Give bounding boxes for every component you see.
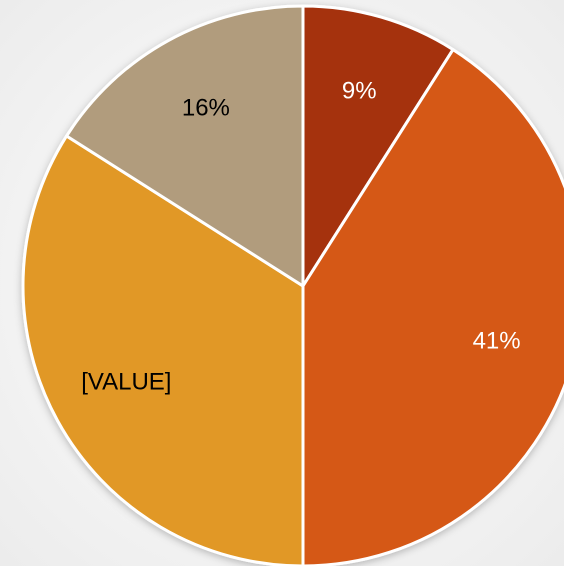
pie-slice (301, 48, 564, 566)
labels: 9% 41% [VALUE] 16% (81, 78, 520, 396)
pie (21, 4, 564, 566)
data-label: 41% (473, 328, 521, 355)
data-label: 16% (182, 95, 230, 122)
pie-slice (65, 4, 305, 288)
pie-slice (301, 4, 455, 288)
pie-slice (21, 134, 305, 566)
data-label: 9% (342, 78, 377, 105)
data-label: [VALUE] (81, 368, 171, 395)
